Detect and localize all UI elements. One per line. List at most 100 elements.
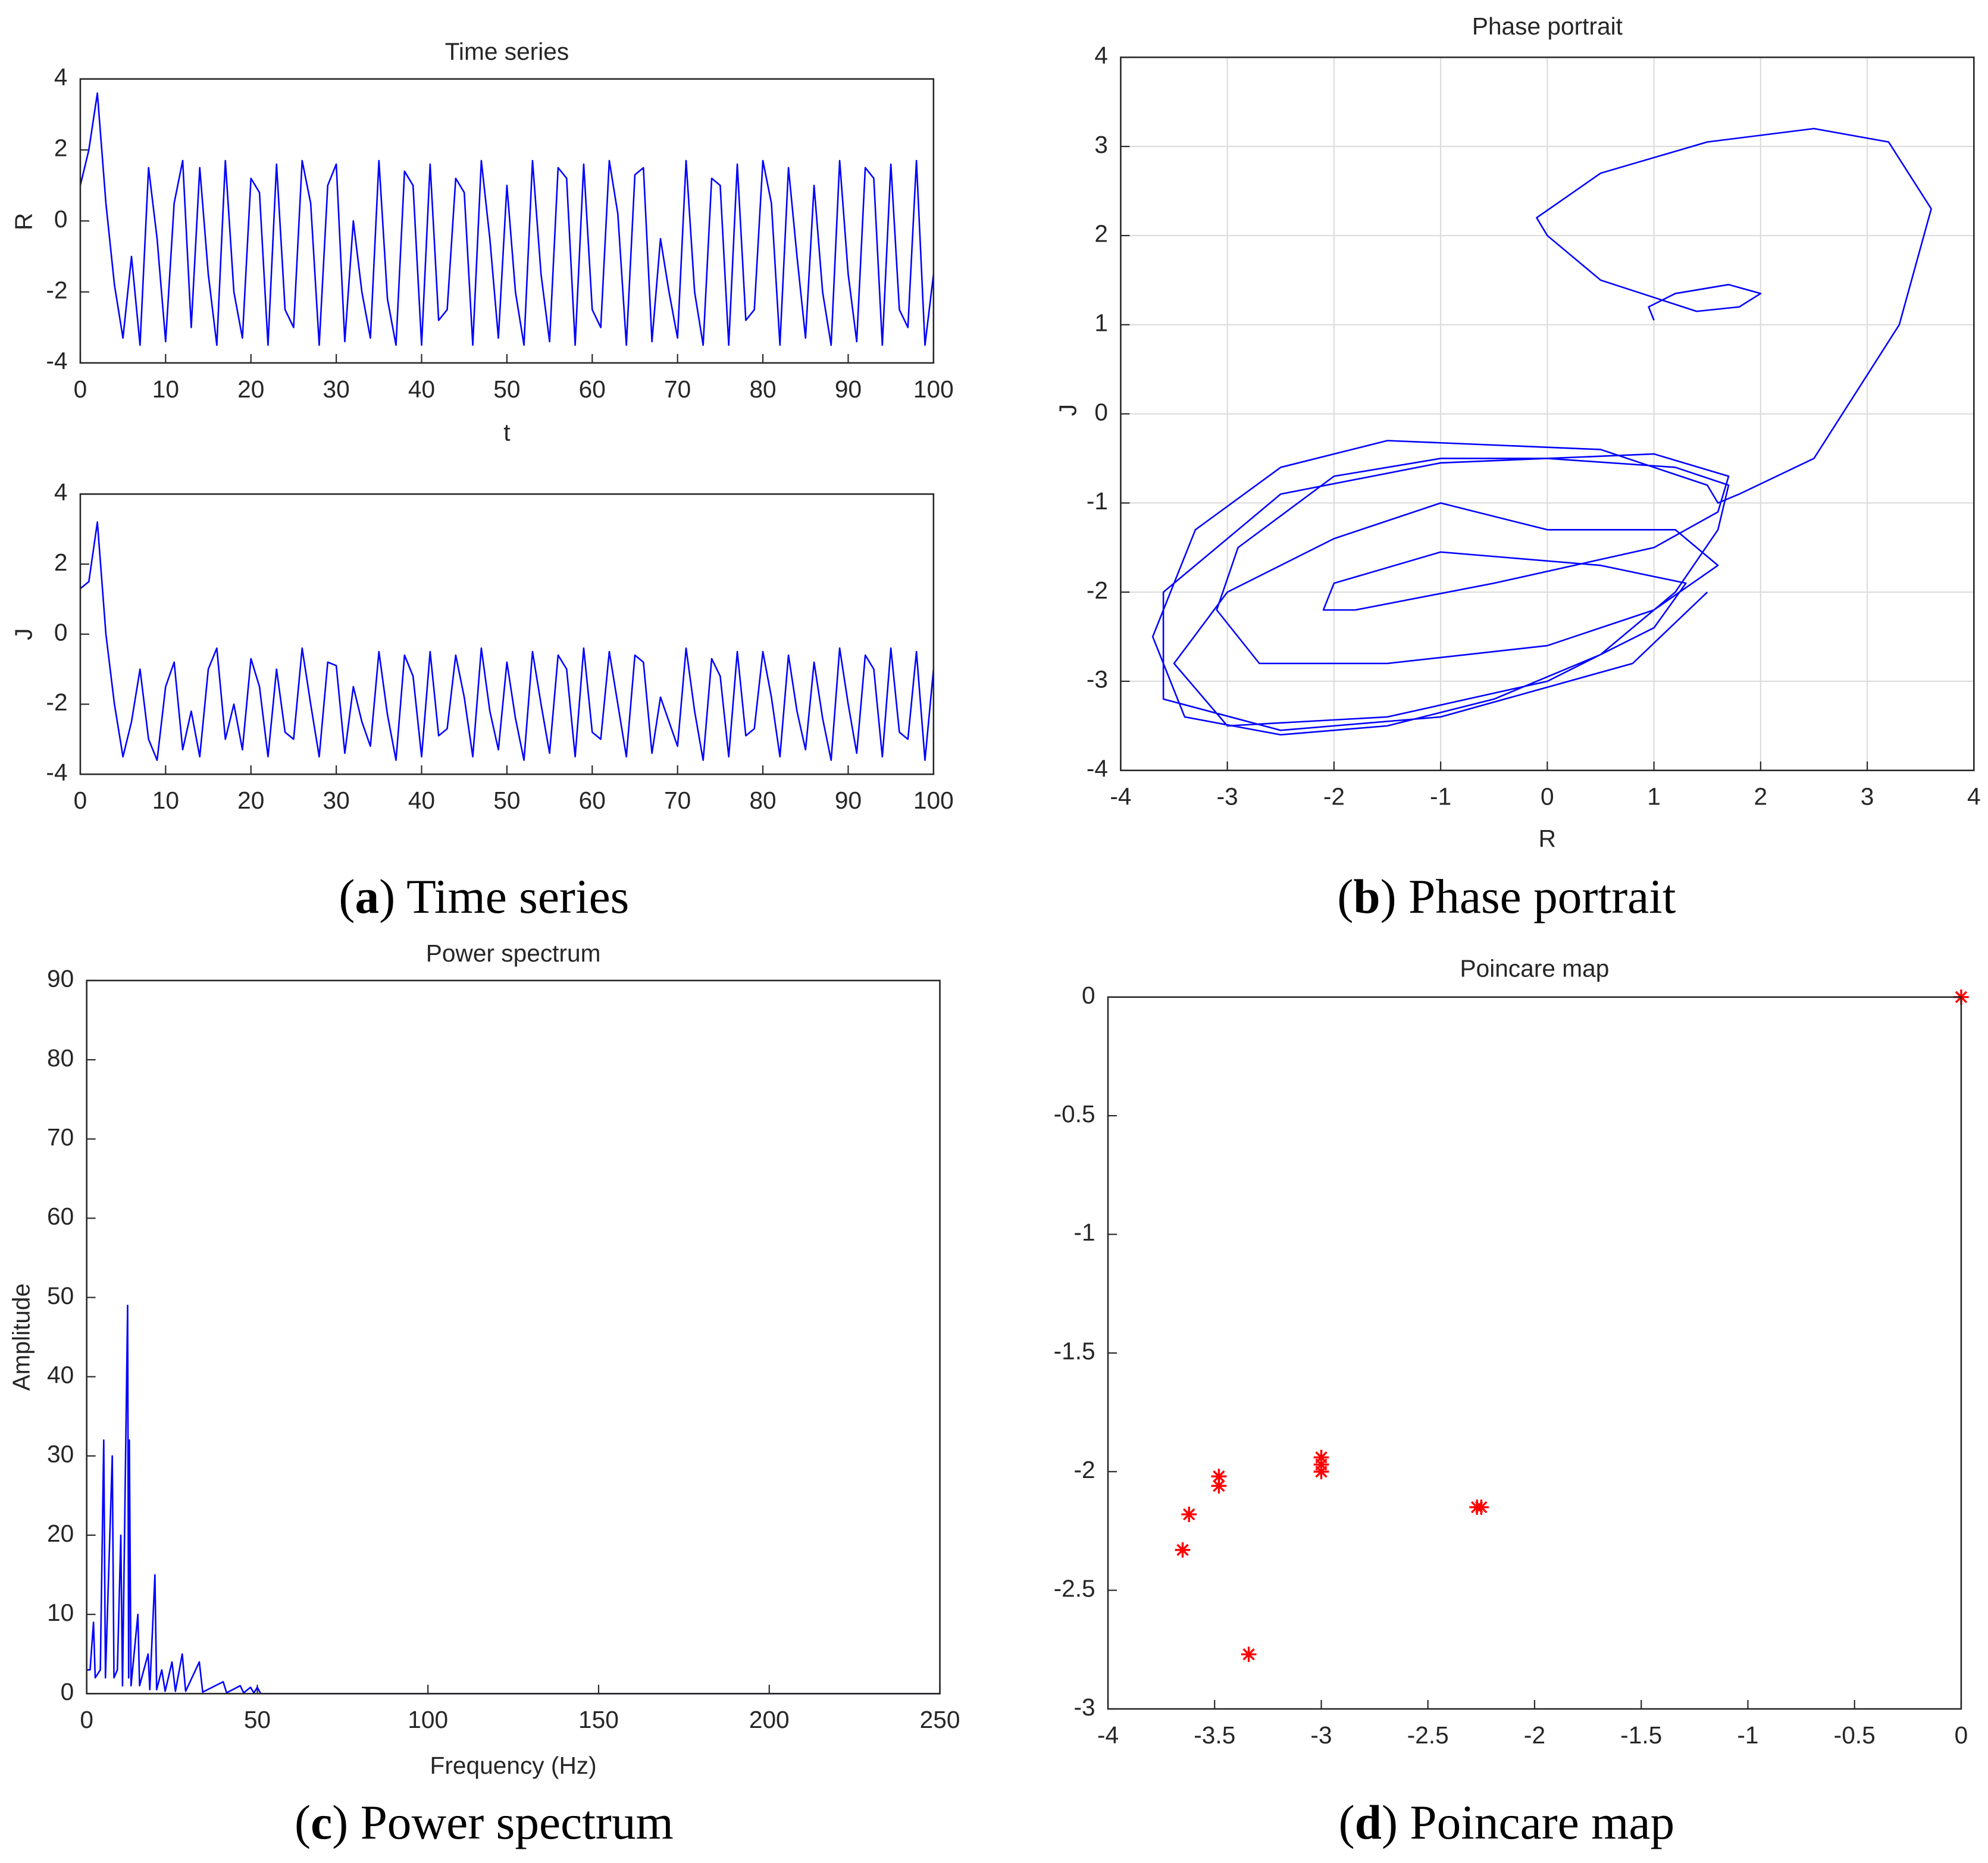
caption-part: d — [1355, 1796, 1382, 1849]
x-tick-label: 100 — [408, 1706, 448, 1733]
caption-part: ( — [295, 1796, 311, 1849]
x-tick-label: -2.5 — [1407, 1721, 1449, 1749]
y-tick-label: 0 — [54, 205, 68, 233]
caption-part: ( — [339, 870, 355, 923]
x-tick-label: 1 — [1647, 783, 1661, 810]
caption: (b) Phase portrait — [1337, 870, 1676, 923]
star-stroke — [1213, 1470, 1225, 1483]
star-marker — [1175, 1542, 1191, 1558]
y-tick-label: 3 — [1094, 131, 1108, 158]
caption-part: ) Poincare map — [1382, 1796, 1674, 1849]
data-line — [80, 521, 935, 761]
y-tick-label: -2 — [1087, 577, 1108, 604]
x-tick-label: 90 — [835, 787, 862, 814]
x-tick-label: 250 — [920, 1706, 960, 1733]
y-tick-label: -1 — [1073, 1219, 1095, 1246]
x-axis-label: Frequency (Hz) — [430, 1752, 597, 1779]
x-tick-label: 0 — [80, 1706, 93, 1733]
caption-part: a — [355, 870, 380, 923]
x-tick-label: 20 — [237, 375, 264, 403]
x-tick-label: 40 — [408, 787, 435, 814]
axes-box — [86, 979, 941, 1695]
y-tick-label: 60 — [47, 1203, 74, 1230]
x-tick-label: 60 — [579, 375, 606, 403]
data-line — [79, 92, 935, 346]
x-tick-label: 10 — [152, 787, 179, 814]
y-tick-label: -3 — [1073, 1693, 1095, 1721]
y-tick-label: 1 — [1094, 309, 1108, 336]
y-tick-label: 80 — [47, 1044, 74, 1072]
y-axis-label: J — [1054, 404, 1082, 416]
y-tick-label: 30 — [47, 1441, 74, 1468]
x-tick-label: -4 — [1110, 783, 1131, 810]
x-tick-label: 70 — [664, 375, 691, 403]
x-tick-label: -0.5 — [1834, 1721, 1876, 1749]
y-tick-label: 4 — [54, 478, 68, 506]
x-axis-label: R — [1539, 825, 1556, 852]
y-tick-label: -0.5 — [1054, 1100, 1095, 1128]
data-line — [1151, 127, 1932, 736]
x-tick-label: 30 — [323, 787, 350, 814]
y-tick-label: 70 — [47, 1123, 74, 1151]
x-tick-label: 80 — [749, 787, 776, 814]
y-axis-label: Amplitude — [7, 1283, 35, 1391]
axes-box — [79, 78, 935, 364]
x-tick-label: -3.5 — [1194, 1721, 1235, 1749]
y-tick-label: -4 — [1087, 755, 1108, 782]
caption-part: ( — [1339, 1796, 1355, 1849]
y-tick-label: -2.5 — [1054, 1574, 1095, 1602]
y-tick-label: 20 — [47, 1520, 74, 1547]
x-tick-label: 70 — [664, 787, 691, 814]
x-tick-label: 100 — [913, 375, 954, 403]
x-tick-label: 3 — [1861, 783, 1874, 810]
x-tick-label: 0 — [1955, 1721, 1968, 1749]
star-stroke — [1183, 1508, 1195, 1521]
x-tick-label: 40 — [408, 375, 435, 403]
x-axis-label: t — [503, 419, 510, 446]
x-tick-label: 30 — [323, 375, 350, 403]
star-stroke — [1315, 1466, 1328, 1478]
data-line — [86, 1304, 940, 1695]
star-marker — [1211, 1478, 1227, 1494]
y-tick-label: 40 — [47, 1361, 74, 1388]
y-tick-label: 10 — [47, 1599, 74, 1626]
y-tick-label: 4 — [1094, 42, 1108, 69]
x-tick-label: 60 — [579, 787, 606, 814]
axes-box — [79, 493, 935, 775]
y-axis-label: J — [10, 628, 37, 640]
x-tick-label: -1 — [1430, 783, 1451, 810]
caption-part: ) Power spectrum — [332, 1796, 674, 1849]
x-tick-label: -3 — [1217, 783, 1238, 810]
y-tick-label: -2 — [46, 688, 67, 716]
x-tick-label: 200 — [749, 1706, 790, 1733]
star-marker — [1241, 1646, 1257, 1662]
chart-title: Time series — [445, 38, 569, 65]
x-tick-label: 20 — [237, 787, 264, 814]
x-tick-label: 2 — [1754, 783, 1768, 810]
axes-box — [1107, 996, 1962, 1710]
x-tick-label: -1.5 — [1620, 1721, 1662, 1749]
y-tick-label: 0 — [1082, 981, 1095, 1009]
x-tick-label: 0 — [74, 787, 87, 814]
y-tick-label: 2 — [1094, 220, 1108, 248]
y-tick-label: 4 — [54, 63, 68, 90]
caption: (d) Poincare map — [1339, 1796, 1675, 1849]
x-tick-label: -2 — [1524, 1721, 1545, 1749]
y-tick-label: 2 — [54, 134, 68, 162]
y-tick-label: -1 — [1087, 487, 1108, 515]
x-tick-label: 100 — [913, 787, 954, 814]
x-tick-label: 90 — [835, 375, 862, 403]
x-tick-label: -2 — [1323, 783, 1345, 810]
x-tick-label: -3 — [1310, 1721, 1332, 1749]
x-tick-label: 4 — [1967, 783, 1981, 810]
star-stroke — [1470, 1501, 1483, 1514]
caption-part: ( — [1337, 870, 1353, 923]
x-tick-label: 50 — [244, 1706, 271, 1733]
x-tick-label: 80 — [749, 375, 776, 403]
caption-part: c — [311, 1796, 332, 1849]
y-tick-label: 0 — [61, 1678, 74, 1705]
y-tick-label: -3 — [1087, 666, 1108, 693]
chart-title: Poincare map — [1460, 955, 1610, 982]
